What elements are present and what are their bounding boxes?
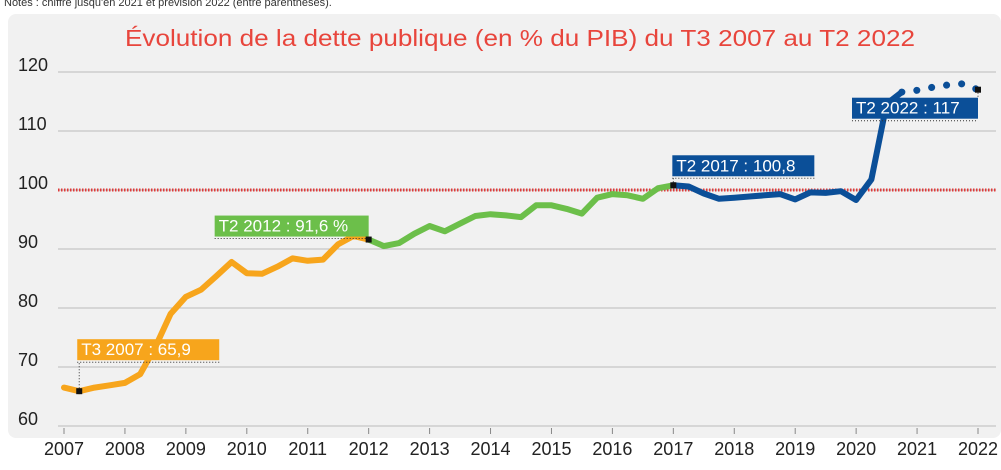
annotation: T2 2017 : 100,8 bbox=[670, 155, 815, 189]
annotation-marker bbox=[365, 236, 372, 243]
y-tick-label: 100 bbox=[18, 173, 48, 193]
y-tick-label: 120 bbox=[18, 55, 48, 75]
x-tick-label: 2013 bbox=[410, 439, 450, 459]
x-tick-label: 2007 bbox=[44, 439, 84, 459]
annotation-box bbox=[214, 215, 369, 237]
chart-panel bbox=[8, 14, 1001, 438]
x-tick-label: 2015 bbox=[531, 439, 571, 459]
annotation-box bbox=[852, 97, 978, 119]
x-tick-label: 2022 bbox=[958, 439, 998, 459]
x-tick-label: 2021 bbox=[897, 439, 937, 459]
annotation-box bbox=[77, 339, 220, 361]
x-tick-label: 2019 bbox=[775, 439, 815, 459]
x-tick-label: 2011 bbox=[288, 439, 327, 459]
annotation-text: T2 2012 : 91,6 % bbox=[219, 217, 348, 236]
x-tick-label: 2018 bbox=[714, 439, 754, 459]
x-tick-label: 2020 bbox=[836, 439, 876, 459]
note: Notes : chiffre jusqu'en 2021 et prévisi… bbox=[4, 0, 332, 9]
y-tick-label: 80 bbox=[18, 291, 38, 311]
y-tick-label: 60 bbox=[18, 409, 38, 429]
x-tick-label: 2008 bbox=[105, 439, 145, 459]
annotation-box bbox=[672, 155, 815, 177]
annotation-text: T2 2022 : 117 bbox=[856, 99, 960, 118]
annotation-text: T2 2017 : 100,8 bbox=[676, 156, 795, 175]
annotation-text: T3 2007 : 65,9 bbox=[81, 340, 191, 359]
series-line bbox=[61, 233, 372, 395]
chart-title: Évolution de la dette publique (en % du … bbox=[125, 25, 915, 51]
annotation-marker bbox=[76, 388, 83, 395]
x-tick-label: 2009 bbox=[166, 439, 206, 459]
x-tick-label: 2016 bbox=[592, 439, 632, 459]
series-line bbox=[898, 80, 982, 96]
x-tick-label: 2014 bbox=[471, 439, 511, 459]
annotation-marker bbox=[975, 86, 981, 93]
annotation-marker bbox=[670, 182, 677, 189]
x-tick-label: 2017 bbox=[653, 439, 693, 459]
series-line bbox=[365, 182, 677, 250]
x-tick-label: 2010 bbox=[227, 439, 267, 459]
annotation: T2 2022 : 117 bbox=[852, 86, 981, 122]
y-tick-label: 70 bbox=[18, 350, 38, 370]
y-tick-label: 90 bbox=[18, 232, 38, 252]
series-line bbox=[670, 89, 905, 203]
x-tick-label: 2012 bbox=[349, 439, 389, 459]
y-tick-label: 110 bbox=[18, 114, 47, 134]
annotation: T3 2007 : 65,9 bbox=[76, 339, 220, 395]
annotation: T2 2012 : 91,6 % bbox=[214, 215, 372, 243]
